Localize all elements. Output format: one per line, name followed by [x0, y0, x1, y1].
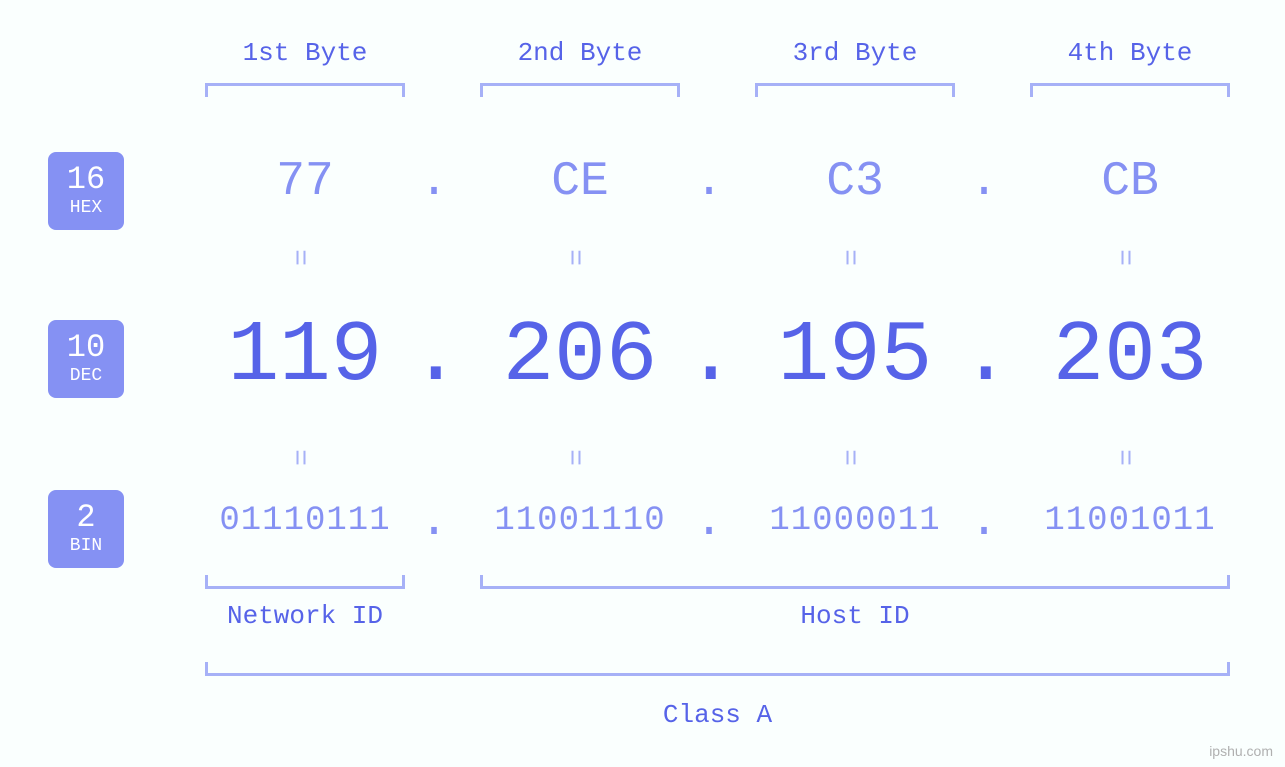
dot-bin-1: . [414, 495, 454, 549]
bracket-host-id [480, 575, 1230, 589]
dot-hex-1: . [414, 155, 454, 209]
dec-val-1: 119 [205, 307, 405, 405]
label-network-id: Network ID [205, 601, 405, 631]
equals-top-4: = [1108, 249, 1139, 266]
ip-diagram-container: 1st Byte 2nd Byte 3rd Byte 4th Byte 16 H… [0, 0, 1285, 767]
hex-val-1: 77 [205, 155, 405, 209]
dec-val-4: 203 [1030, 307, 1230, 405]
equals-bottom-1: = [283, 449, 314, 466]
badge-bin: 2 BIN [48, 490, 124, 568]
badge-hex-label: HEX [70, 198, 102, 218]
equals-top-3: = [833, 249, 864, 266]
label-class: Class A [205, 700, 1230, 730]
dot-hex-2: . [689, 155, 729, 209]
bracket-top-3 [755, 83, 955, 97]
byte-header-2: 2nd Byte [480, 38, 680, 68]
attribution: ipshu.com [1209, 743, 1273, 759]
byte-header-1: 1st Byte [205, 38, 405, 68]
hex-val-3: C3 [755, 155, 955, 209]
badge-dec-label: DEC [70, 366, 102, 386]
bin-val-4: 11001011 [1030, 502, 1230, 540]
badge-bin-num: 2 [76, 502, 95, 534]
dot-dec-1: . [410, 307, 460, 405]
hex-val-4: CB [1030, 155, 1230, 209]
badge-bin-label: BIN [70, 536, 102, 556]
bracket-network-id [205, 575, 405, 589]
badge-dec-num: 10 [67, 332, 105, 364]
byte-header-3: 3rd Byte [755, 38, 955, 68]
badge-hex: 16 HEX [48, 152, 124, 230]
bin-val-1: 01110111 [205, 502, 405, 540]
dec-val-2: 206 [480, 307, 680, 405]
dot-bin-3: . [964, 495, 1004, 549]
dec-val-3: 195 [755, 307, 955, 405]
equals-bottom-4: = [1108, 449, 1139, 466]
badge-dec: 10 DEC [48, 320, 124, 398]
hex-val-2: CE [480, 155, 680, 209]
dot-bin-2: . [689, 495, 729, 549]
bracket-top-4 [1030, 83, 1230, 97]
equals-top-2: = [558, 249, 589, 266]
dot-hex-3: . [964, 155, 1004, 209]
byte-header-4: 4th Byte [1030, 38, 1230, 68]
dot-dec-2: . [685, 307, 735, 405]
bracket-class [205, 662, 1230, 676]
equals-top-1: = [283, 249, 314, 266]
dot-dec-3: . [960, 307, 1010, 405]
bin-val-3: 11000011 [755, 502, 955, 540]
bracket-top-1 [205, 83, 405, 97]
equals-bottom-2: = [558, 449, 589, 466]
bracket-top-2 [480, 83, 680, 97]
label-host-id: Host ID [480, 601, 1230, 631]
bin-val-2: 11001110 [480, 502, 680, 540]
badge-hex-num: 16 [67, 164, 105, 196]
equals-bottom-3: = [833, 449, 864, 466]
